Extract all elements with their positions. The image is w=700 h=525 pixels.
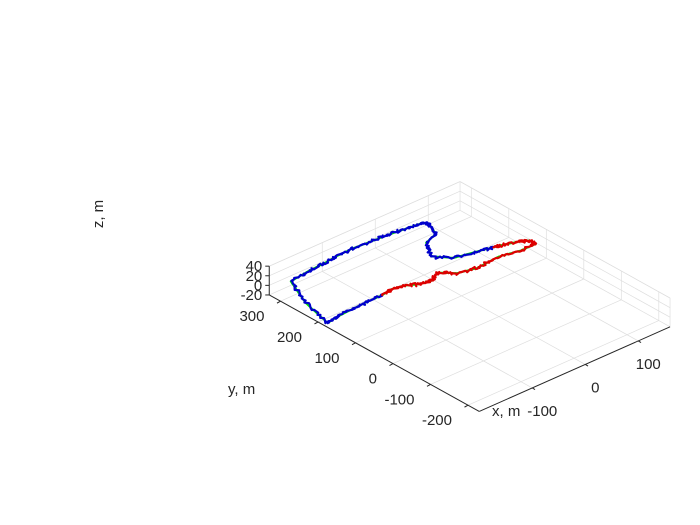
series-line-3 (381, 238, 538, 297)
x-tick-label: 100 (636, 356, 661, 373)
series-line-0 (289, 221, 537, 325)
z-tick-label: 0 (254, 277, 262, 294)
box-edge (269, 181, 461, 267)
y-tick-label: -200 (422, 412, 452, 429)
x-tick-label: -100 (527, 403, 557, 420)
y-tick-label: 100 (314, 350, 339, 367)
grid-line (280, 216, 472, 302)
y-tick (314, 321, 319, 325)
y-tick-label: -100 (384, 391, 414, 408)
x-tick (638, 340, 642, 343)
y-tick-label: 300 (239, 308, 264, 325)
grid-line (459, 200, 671, 318)
z-tick-label: -20 (241, 287, 263, 304)
x-axis-label: x, m (492, 403, 520, 420)
labels: x, m y, m z, m -1000100-200-100010020030… (90, 200, 661, 429)
grid-line (269, 190, 461, 277)
z-axis-label: z, m (90, 200, 107, 228)
y-tick (351, 342, 356, 346)
x-tick-label: 0 (591, 379, 599, 396)
grid-line (467, 320, 659, 406)
grid-line (428, 224, 639, 342)
grid-line (392, 278, 584, 364)
axes-lines (268, 266, 671, 412)
grid-line (375, 247, 586, 365)
y-tick (276, 300, 281, 304)
x-tick (585, 364, 589, 367)
y-tick (464, 404, 469, 408)
z-tick-label: 40 (246, 258, 263, 275)
y-tick-label: 0 (369, 371, 377, 388)
series-line-1 (290, 221, 496, 325)
grid-line (355, 257, 547, 344)
grid-line (322, 271, 533, 389)
y-axis-line (269, 294, 480, 412)
series-line-2 (325, 293, 384, 325)
x-tick (532, 387, 536, 390)
grid-lines (268, 181, 671, 406)
grid-line (430, 299, 622, 385)
y-tick (389, 363, 394, 366)
box-edge (459, 181, 671, 299)
trajectory-plot (289, 221, 538, 325)
grid-line (459, 210, 671, 328)
y-axis-label: y, m (228, 381, 255, 398)
z-tick-label: 20 (246, 268, 263, 285)
grid-line (459, 190, 671, 308)
y-tick-label: 200 (277, 329, 302, 346)
y-tick (426, 383, 431, 387)
tick-marks (265, 265, 642, 408)
